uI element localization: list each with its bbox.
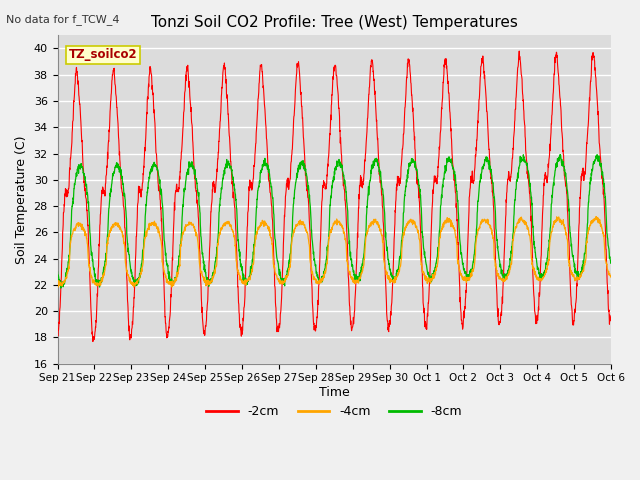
X-axis label: Time: Time	[319, 386, 349, 399]
Text: No data for f_TCW_4: No data for f_TCW_4	[6, 14, 120, 25]
Text: TZ_soilco2: TZ_soilco2	[68, 48, 137, 61]
Y-axis label: Soil Temperature (C): Soil Temperature (C)	[15, 135, 28, 264]
Title: Tonzi Soil CO2 Profile: Tree (West) Temperatures: Tonzi Soil CO2 Profile: Tree (West) Temp…	[151, 15, 518, 30]
Legend: -2cm, -4cm, -8cm: -2cm, -4cm, -8cm	[202, 400, 467, 423]
